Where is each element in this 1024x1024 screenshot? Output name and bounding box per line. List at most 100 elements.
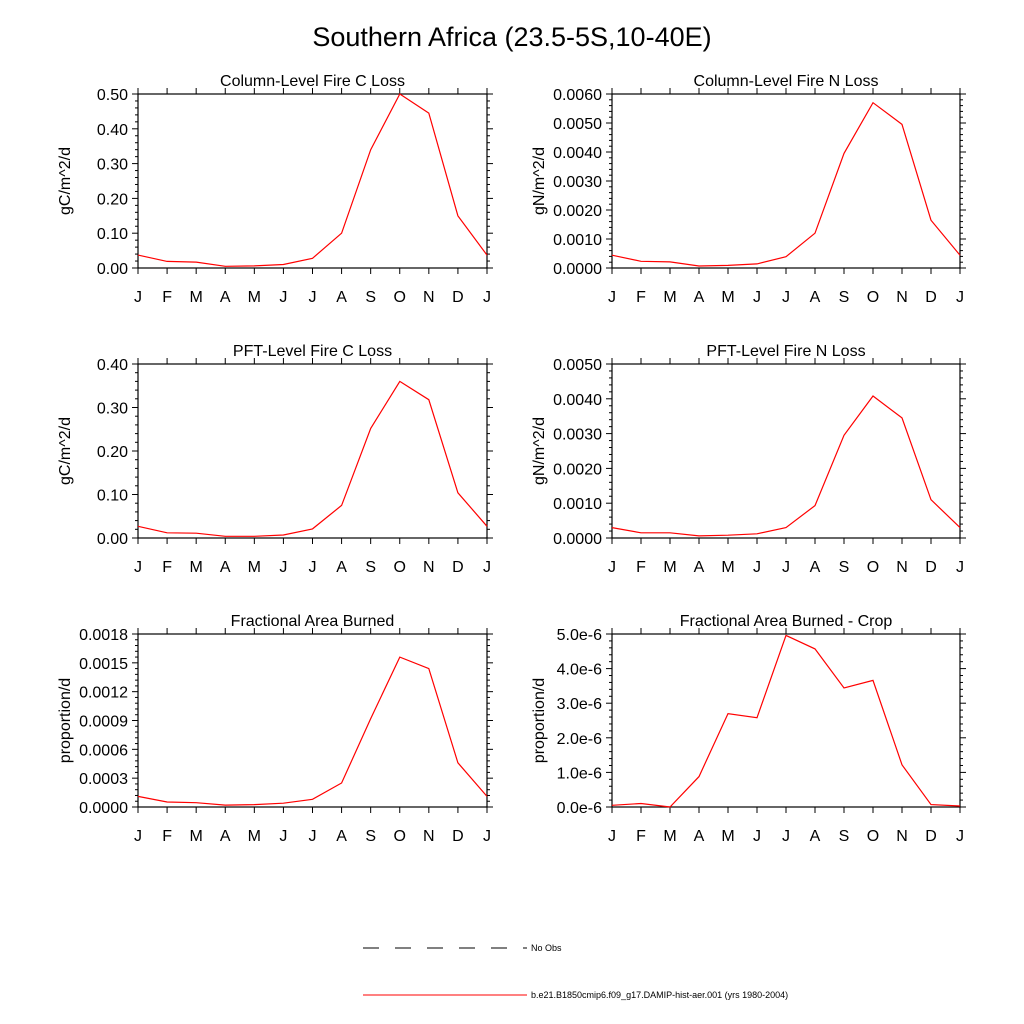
y-tick-label: 0.0010 — [553, 496, 602, 513]
x-tick-label: O — [394, 289, 406, 306]
series-line — [137, 380, 488, 537]
x-tick-label: O — [394, 828, 406, 845]
x-tick-label: D — [452, 559, 464, 576]
x-tick-label: J — [782, 289, 790, 306]
x-tick-label: N — [896, 828, 908, 845]
x-tick-label: J — [753, 289, 761, 306]
x-tick-label: M — [248, 559, 261, 576]
x-tick-label: N — [896, 559, 908, 576]
x-tick-label: J — [782, 559, 790, 576]
x-tick-label: J — [956, 559, 964, 576]
x-tick-label: F — [162, 828, 172, 845]
y-tick-label: 0.10 — [97, 226, 128, 243]
y-tick-label: 0.0000 — [553, 531, 602, 548]
x-tick-label: S — [365, 289, 376, 306]
x-tick-label: F — [636, 289, 646, 306]
x-tick-label: O — [867, 828, 879, 845]
x-tick-label: J — [608, 828, 616, 845]
y-tick-label: 0.0015 — [79, 656, 128, 673]
x-tick-label: A — [220, 828, 231, 845]
x-tick-label: D — [925, 559, 937, 576]
panel-title: Fractional Area Burned — [231, 613, 395, 630]
y-tick-label: 0.0060 — [553, 87, 602, 104]
x-tick-label: M — [248, 289, 261, 306]
plot-frame — [137, 633, 488, 808]
x-tick-label: F — [636, 559, 646, 576]
panel-title: PFT-Level Fire C Loss — [233, 343, 392, 360]
y-tick-label: 0.0040 — [553, 145, 602, 162]
y-tick-label: 0.00 — [97, 261, 128, 278]
chart-panel-1: Column-Level Fire C Loss gC/m^2/d 0.00 0.10… — [57, 73, 493, 306]
x-tick-label: N — [423, 289, 435, 306]
y-tick-label: 0.20 — [97, 191, 128, 208]
y-tick-label: 0.0010 — [553, 232, 602, 249]
x-tick-label: M — [190, 828, 203, 845]
y-axis-label: gN/m^2/d — [531, 147, 548, 215]
x-tick-label: J — [753, 828, 761, 845]
series-line — [137, 93, 488, 267]
y-tick-label: 0.0e-6 — [557, 800, 602, 817]
series-line — [137, 656, 488, 806]
y-tick-label: 0.30 — [97, 401, 128, 418]
y-tick-label: 4.0e-6 — [557, 662, 602, 679]
y-tick-label: 0.0020 — [553, 461, 602, 478]
x-tick-label: N — [423, 828, 435, 845]
y-axis-label: gC/m^2/d — [57, 147, 74, 215]
y-tick-label: 1.0e-6 — [557, 765, 602, 782]
x-tick-label: A — [694, 828, 705, 845]
x-tick-label: J — [134, 289, 142, 306]
series-line — [611, 395, 961, 537]
y-tick-label: 0.0012 — [79, 685, 128, 702]
x-tick-label: D — [925, 289, 937, 306]
y-tick-label: 0.0040 — [553, 392, 602, 409]
x-tick-label: J — [279, 828, 287, 845]
x-tick-label: D — [925, 828, 937, 845]
x-tick-label: O — [394, 559, 406, 576]
x-tick-label: J — [956, 289, 964, 306]
x-tick-label: N — [896, 289, 908, 306]
x-tick-label: M — [190, 559, 203, 576]
x-tick-label: D — [452, 289, 464, 306]
y-tick-label: 0.0020 — [553, 203, 602, 220]
y-tick-label: 3.0e-6 — [557, 696, 602, 713]
chart-panel-2: Column-Level Fire N Loss gN/m^2/d 0.0000 0.… — [531, 73, 966, 306]
x-tick-label: J — [309, 828, 317, 845]
x-tick-label: M — [721, 828, 734, 845]
series-line — [611, 634, 961, 808]
x-tick-label: F — [162, 559, 172, 576]
y-tick-label: 0.0030 — [553, 427, 602, 444]
chart-panel-6: Fractional Area Burned - Crop proportion/… — [531, 613, 966, 845]
x-tick-label: J — [279, 289, 287, 306]
chart-panel-4: PFT-Level Fire N Loss gN/m^2/d 0.0000 0.001… — [531, 343, 966, 576]
x-tick-label: A — [336, 559, 347, 576]
y-tick-label: 0.0030 — [553, 174, 602, 191]
x-tick-label: F — [636, 828, 646, 845]
x-tick-label: J — [309, 559, 317, 576]
x-tick-label: J — [134, 559, 142, 576]
x-tick-label: J — [309, 289, 317, 306]
y-tick-label: 5.0e-6 — [557, 627, 602, 644]
y-tick-label: 0.00 — [97, 531, 128, 548]
x-tick-label: A — [336, 828, 347, 845]
y-tick-label: 0.0000 — [79, 800, 128, 817]
series-line — [611, 101, 961, 267]
x-tick-label: A — [220, 559, 231, 576]
x-tick-label: S — [365, 828, 376, 845]
y-tick-label: 0.40 — [97, 357, 128, 374]
x-tick-label: O — [867, 559, 879, 576]
x-tick-label: O — [867, 289, 879, 306]
x-tick-label: A — [694, 289, 705, 306]
y-axis-label: proportion/d — [531, 678, 548, 763]
y-tick-label: 0.30 — [97, 157, 128, 174]
plot-frame — [137, 363, 488, 539]
legend: No Obs b.e21.B1850cmip6.f09_g17.DAMIP-his… — [363, 943, 788, 1000]
x-tick-label: M — [663, 828, 676, 845]
panel-title: Column-Level Fire N Loss — [694, 73, 879, 90]
panel-title: PFT-Level Fire N Loss — [706, 343, 865, 360]
y-tick-label: 0.0050 — [553, 116, 602, 133]
x-tick-label: A — [810, 828, 821, 845]
x-tick-label: J — [753, 559, 761, 576]
plot-frame — [611, 633, 961, 808]
panel-title: Fractional Area Burned - Crop — [680, 613, 893, 630]
